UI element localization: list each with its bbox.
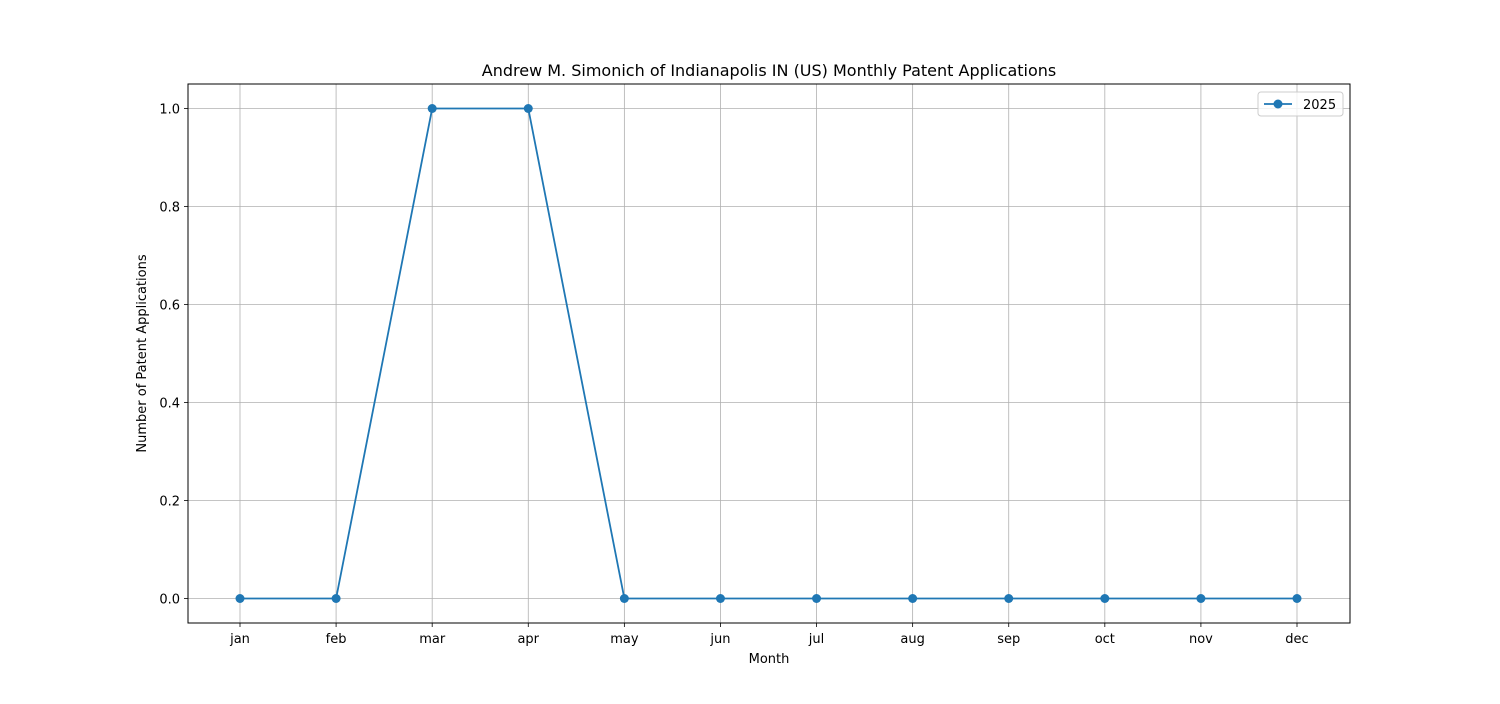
data-point-jul	[812, 594, 821, 603]
data-point-may	[620, 594, 629, 603]
x-tick-label: aug	[900, 632, 924, 647]
y-tick-label: 0.4	[159, 397, 180, 412]
series-line	[240, 109, 1297, 599]
tick-layer: jan feb mar apr may jun jul aug sep oct nov dec 0.0 0…	[159, 103, 1308, 648]
y-tick-label: 0.8	[159, 201, 180, 216]
data-point-feb	[332, 594, 341, 603]
x-tick-label: apr	[517, 632, 539, 647]
legend-marker	[1274, 100, 1283, 109]
x-tick-label: jul	[808, 632, 824, 647]
data-point-jan	[236, 594, 245, 603]
data-point-nov	[1196, 594, 1205, 603]
plot-frame	[188, 84, 1350, 623]
data-point-aug	[908, 594, 917, 603]
x-tick-label: mar	[419, 632, 446, 647]
x-tick-label: may	[610, 632, 639, 647]
grid-lines	[188, 84, 1350, 623]
y-axis-label: Number of Patent Applications	[135, 254, 150, 452]
x-tick-label: jun	[709, 632, 730, 647]
x-tick-label: sep	[997, 632, 1020, 647]
data-point-dec	[1293, 594, 1302, 603]
data-point-oct	[1100, 594, 1109, 603]
y-tick-label: 0.2	[159, 495, 180, 510]
data-point-sep	[1004, 594, 1013, 603]
x-tick-label: feb	[326, 632, 347, 647]
legend: 2025	[1258, 92, 1343, 116]
data-point-apr	[524, 104, 533, 113]
data-point-jun	[716, 594, 725, 603]
data-point-mar	[428, 104, 437, 113]
legend-label: 2025	[1303, 98, 1336, 113]
y-tick-label: 0.0	[159, 593, 180, 608]
x-axis-label: Month	[749, 652, 790, 667]
y-tick-label: 1.0	[159, 103, 180, 118]
x-tick-label: jan	[229, 632, 250, 647]
x-tick-label: nov	[1189, 632, 1213, 647]
x-tick-label: oct	[1095, 632, 1115, 647]
y-tick-label: 0.6	[159, 299, 180, 314]
series-layer	[236, 104, 1302, 603]
x-tick-label: dec	[1285, 632, 1308, 647]
chart-title: Andrew M. Simonich of Indianapolis IN (U…	[482, 61, 1056, 80]
